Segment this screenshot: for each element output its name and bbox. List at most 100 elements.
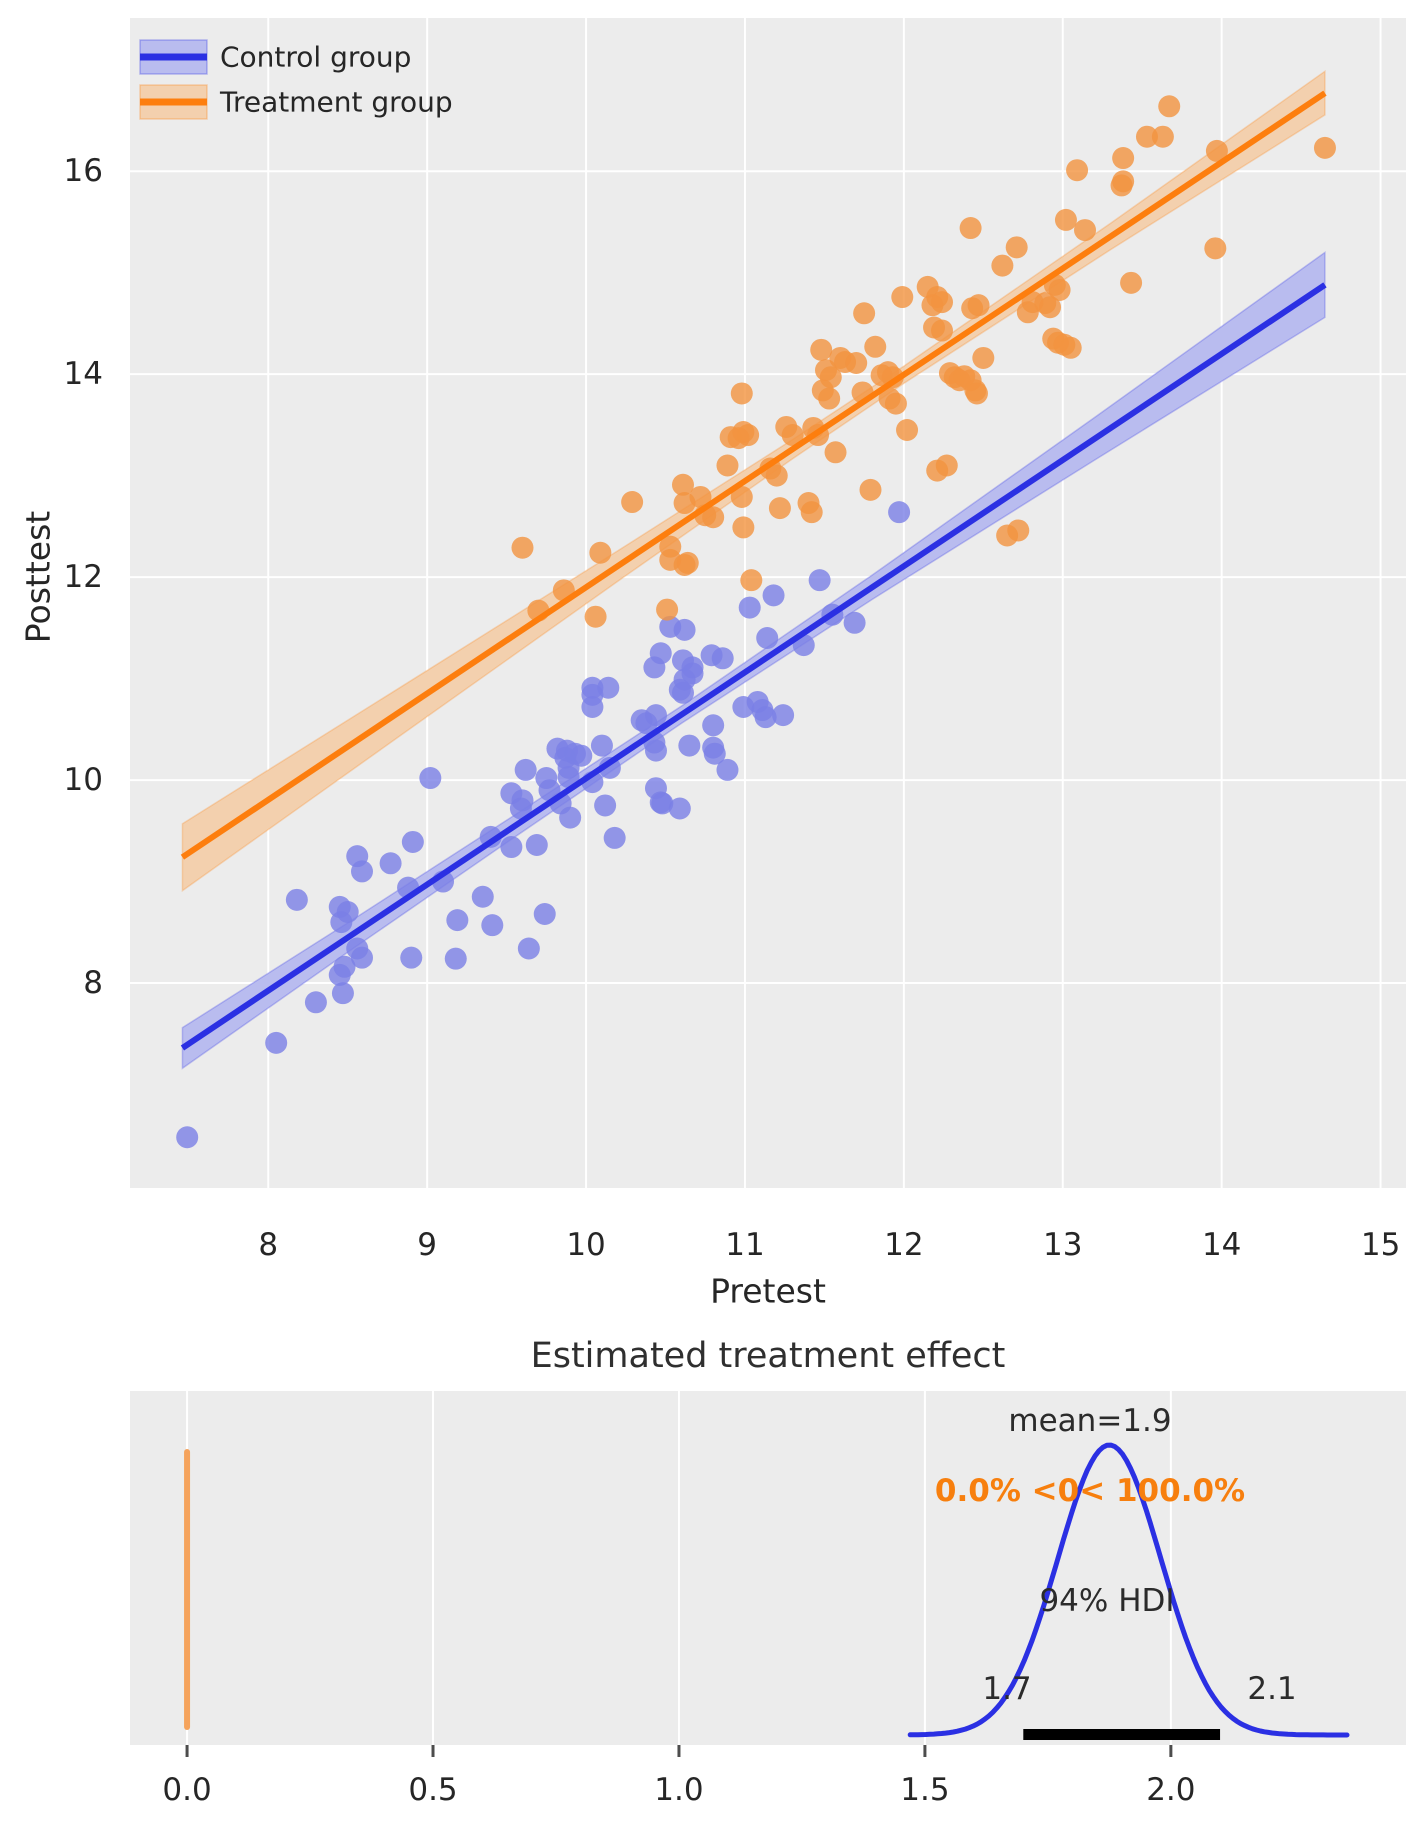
treatment-point <box>1007 519 1030 542</box>
control-point <box>597 676 620 699</box>
effect-x-tick-label-0.0: 0.0 <box>162 1772 211 1808</box>
control-point <box>514 758 537 781</box>
control-point <box>328 963 351 986</box>
control-point <box>265 1031 288 1054</box>
control-point <box>754 706 777 729</box>
control-point <box>716 758 739 781</box>
x-tick-label-14: 14 <box>1202 1227 1241 1263</box>
y-tick-label-14: 14 <box>64 356 103 392</box>
treatment-point <box>896 418 919 441</box>
control-point <box>843 611 866 634</box>
control-point <box>500 836 523 859</box>
hdi-label: 94% HDI <box>1039 1583 1175 1619</box>
treatment-point <box>800 501 823 524</box>
control-point <box>762 584 785 607</box>
treatment-point <box>967 294 990 317</box>
effect-x-tick-1.0 <box>677 1745 681 1757</box>
control-point <box>400 946 423 969</box>
effect-plot-title: Estimated treatment effect <box>530 1336 1006 1376</box>
control-point <box>772 704 795 727</box>
treatment-regression-line <box>180 90 1327 860</box>
control-point <box>444 947 467 970</box>
posterior-kde-curve <box>907 1442 1350 1738</box>
control-point <box>559 806 582 829</box>
treatment-point <box>1048 278 1071 301</box>
treatment-point <box>972 346 995 369</box>
effect-x-tick-0.5 <box>431 1745 435 1757</box>
x-tick-label-10: 10 <box>566 1227 605 1263</box>
control-point <box>644 704 667 727</box>
treatment-point <box>584 605 607 628</box>
effect-x-tick-label-2.0: 2.0 <box>1146 1772 1195 1808</box>
treatment-point <box>1135 125 1158 148</box>
control-point <box>643 656 666 679</box>
treatment-point <box>740 569 763 592</box>
legend-label-control: Control group <box>220 40 412 74</box>
x-axis-label: Pretest <box>710 1271 826 1311</box>
treatment-point <box>1016 301 1039 324</box>
control-point <box>557 766 580 789</box>
treatment-point <box>765 464 788 487</box>
control-point <box>285 888 308 911</box>
treatment-point <box>864 335 887 358</box>
x-tick-label-13: 13 <box>1043 1227 1082 1263</box>
mean-label: mean=1.9 <box>1008 1403 1172 1439</box>
y-tick-label-8: 8 <box>83 965 103 1001</box>
treatment-point <box>1158 95 1181 118</box>
x-tick-label-8: 8 <box>258 1227 278 1263</box>
control-point <box>738 596 761 619</box>
control-point <box>644 739 667 762</box>
control-point <box>471 885 494 908</box>
treatment-point <box>589 541 612 564</box>
effect-x-tick-0.0 <box>185 1745 189 1757</box>
treatment-point <box>819 366 842 389</box>
control-point <box>481 914 504 937</box>
treatment-point <box>621 491 644 514</box>
treatment-point <box>737 424 760 447</box>
y-axis-label: Posttest <box>18 510 58 644</box>
hdi-low-label: 1.7 <box>982 1671 1032 1707</box>
control-point <box>581 696 604 719</box>
treatment-point <box>935 454 958 477</box>
control-point <box>533 903 556 926</box>
treatment-point <box>656 598 679 621</box>
hdi-high-label: 2.1 <box>1247 1671 1297 1707</box>
control-point <box>379 852 402 875</box>
treatment-point <box>1120 271 1143 294</box>
treatment-point <box>702 506 725 529</box>
effect-plot-background <box>130 1391 1406 1745</box>
treatment-point <box>810 338 833 361</box>
control-point <box>702 714 725 737</box>
control-point <box>590 734 613 757</box>
treatment-point <box>818 387 841 410</box>
y-tick-label-16: 16 <box>64 153 103 189</box>
effect-x-tick-label-0.5: 0.5 <box>408 1772 457 1808</box>
y-tick-label-12: 12 <box>64 559 103 595</box>
treatment-point <box>959 217 982 240</box>
treatment-point <box>1039 296 1062 319</box>
treatment-point <box>671 473 694 496</box>
control-point <box>330 911 353 934</box>
treatment-point <box>991 254 1014 277</box>
control-point <box>351 860 373 883</box>
rope-probability-label: 0.0% <0< 100.0% <box>934 1473 1246 1509</box>
treatment-point <box>511 536 534 559</box>
treatment-point <box>1054 208 1077 231</box>
treatment-point <box>659 535 682 558</box>
y-tick-label-10: 10 <box>64 762 103 798</box>
control-point <box>603 826 626 849</box>
control-point <box>594 794 617 817</box>
control-point <box>888 501 911 524</box>
treatment-point <box>1066 159 1089 182</box>
treatment-point <box>1313 136 1336 159</box>
control-legend-line-swatch <box>140 53 207 61</box>
control-point <box>651 792 674 815</box>
control-point <box>401 830 424 853</box>
control-point <box>517 937 540 960</box>
treatment-point <box>689 485 712 508</box>
control-point <box>668 797 691 820</box>
treatment-point <box>891 286 914 309</box>
treatment-point <box>853 302 876 325</box>
